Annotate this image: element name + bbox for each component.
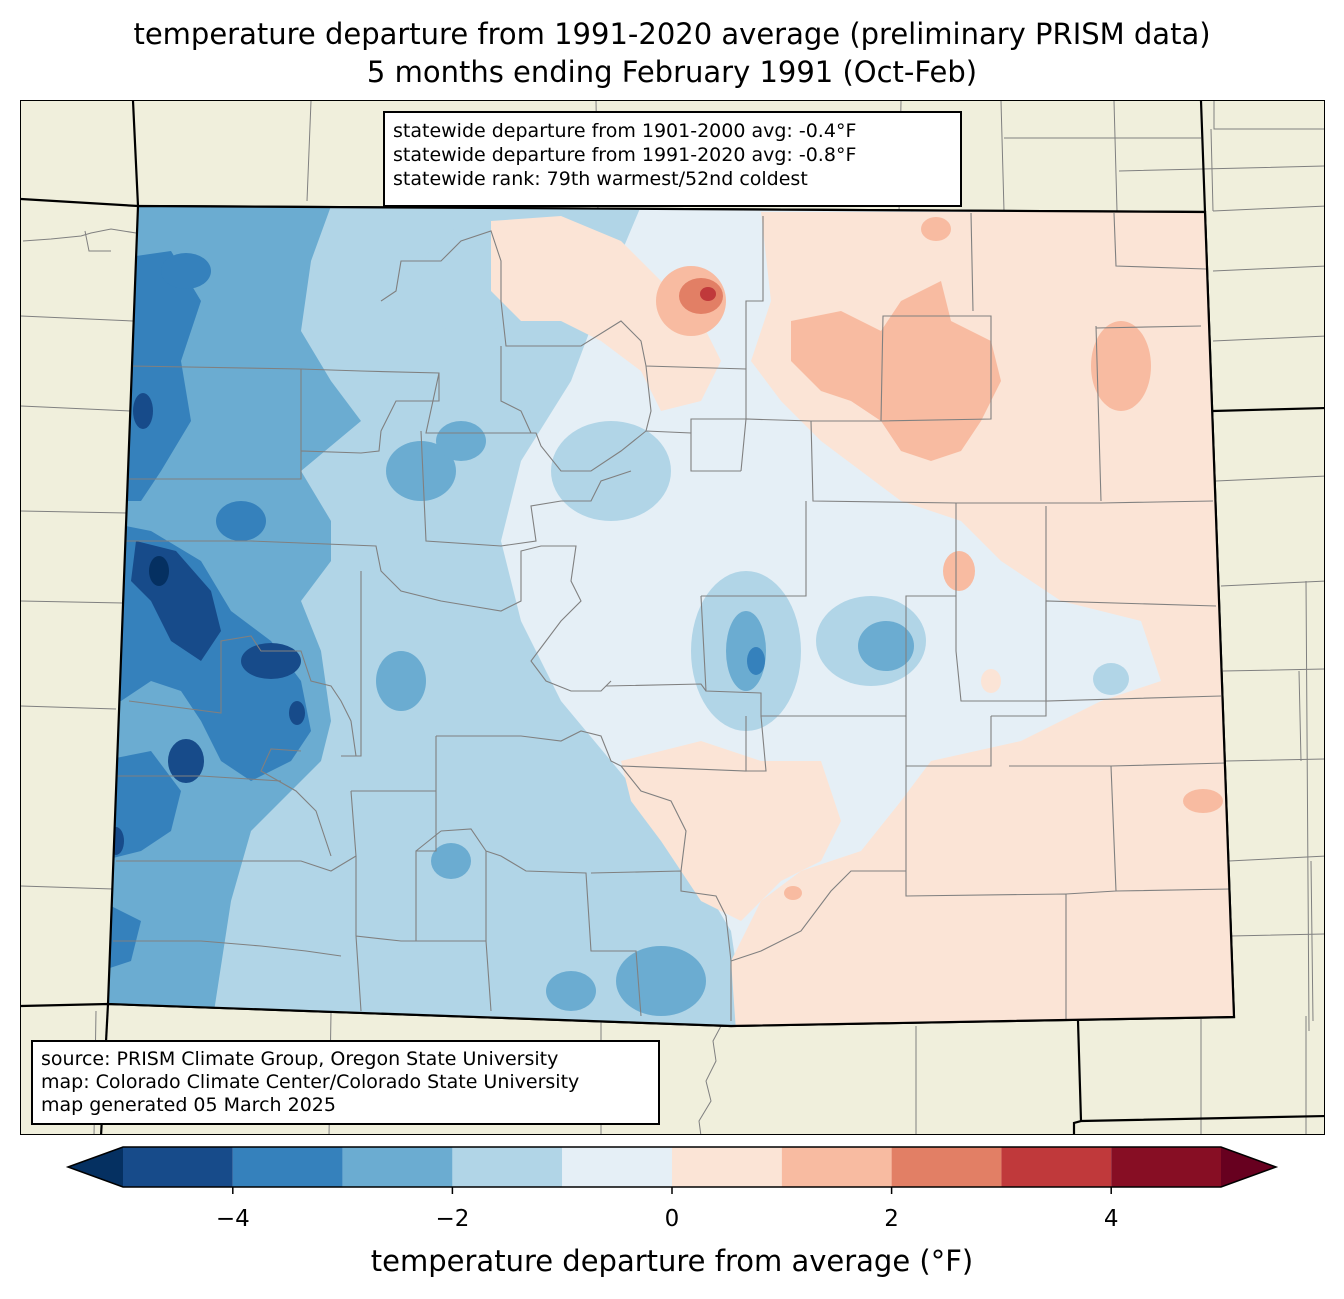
colorbar-segment [781,1147,892,1187]
stats-line-2: statewide departure from 1991-2020 avg: … [393,144,857,166]
map-title-line-2: 5 months ending February 1991 (Oct-Feb) [366,55,978,89]
source-line-3: map generated 05 March 2025 [41,1094,336,1116]
map-frame [20,100,1325,1135]
colorbar-tick-label: 4 [1103,1206,1119,1232]
map-svg [21,101,1324,1134]
colorbar-svg [65,1146,1279,1194]
colorbar [0,1140,1344,1299]
colorbar-segment [891,1147,1002,1187]
stats-line-1: statewide departure from 1901-2000 avg: … [393,120,857,142]
map-title-line-1: temperature departure from 1991-2020 ave… [133,17,1211,51]
source-line-2: map: Colorado Climate Center/Colorado St… [41,1071,580,1093]
colorbar-segment [672,1147,782,1187]
colorbar-segment [562,1147,672,1187]
colorbar-segment [342,1147,453,1187]
source-line-1: source: PRISM Climate Group, Oregon Stat… [41,1048,559,1070]
colorbar-tick-label: 0 [664,1206,680,1232]
temperature-field [108,206,1234,1026]
colorbar-tick-label: 2 [884,1206,899,1232]
stats-line-3: statewide rank: 79th warmest/52nd coldes… [393,168,808,190]
county-lines [111,212,1232,1021]
colorbar-outline [65,1146,1279,1188]
colorado-outline [106,204,1236,1028]
colorbar-under-arrow [68,1147,123,1187]
source-credit-box: source: PRISM Climate Group, Oregon Stat… [31,1040,660,1125]
colorbar-over-arrow [1221,1147,1276,1187]
colorbar-segment [123,1147,233,1187]
colorbar-segment [1111,1147,1221,1187]
colorbar-segment [232,1147,343,1187]
colorbar-label: temperature departure from average (°F) [370,1244,974,1278]
colorbar-segment [1001,1147,1112,1187]
statewide-stats-box: statewide departure from 1901-2000 avg: … [383,111,962,207]
colorbar-segment [452,1147,563,1187]
colorbar-tick-label: −2 [435,1206,470,1232]
colorbar-tick-label: −4 [215,1206,250,1232]
